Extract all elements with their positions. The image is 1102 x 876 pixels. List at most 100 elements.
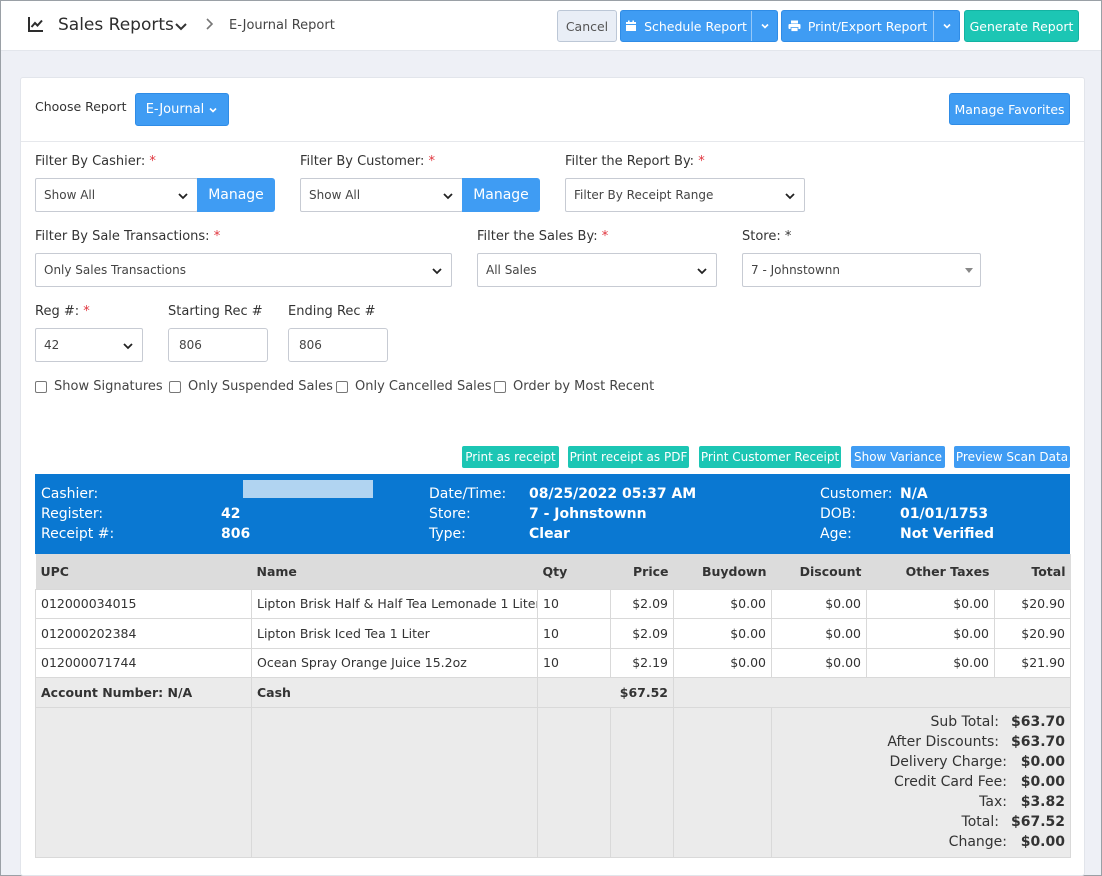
customer-select-value: Show All xyxy=(309,188,361,202)
column-header: Price xyxy=(610,554,674,589)
order-most-recent-checkbox[interactable]: Order by Most Recent xyxy=(494,379,654,394)
cashier-filter-label: Filter By Cashier: * xyxy=(35,154,156,169)
empty-cell xyxy=(35,706,252,858)
age-value: Not Verified xyxy=(900,526,995,542)
print-export-dropdown-toggle[interactable] xyxy=(933,11,959,41)
chevron-down-icon xyxy=(785,193,795,200)
buydown-cell: $0.00 xyxy=(673,618,772,649)
column-header: Qty xyxy=(537,554,611,589)
sales-by-text: Filter the Sales By: xyxy=(477,229,598,244)
report-by-value: Filter By Receipt Range xyxy=(574,188,714,202)
schedule-dropdown-toggle[interactable] xyxy=(751,11,777,41)
empty-cell xyxy=(537,706,611,858)
manage-cashier-button[interactable]: Manage xyxy=(197,178,275,212)
name-cell: Ocean Spray Orange Juice 15.2oz xyxy=(251,647,538,678)
buydown-cell: $0.00 xyxy=(673,588,772,619)
dob-label: DOB: xyxy=(820,506,857,522)
sale-transactions-select[interactable]: Only Sales Transactions xyxy=(35,253,452,287)
required-mark: * xyxy=(213,229,221,244)
empty-cell xyxy=(673,677,1071,708)
cashier-select[interactable]: Show All xyxy=(35,178,198,212)
preview-scan-data-button[interactable]: Preview Scan Data xyxy=(954,446,1070,468)
upc-cell: 012000071744 xyxy=(35,647,252,678)
chevron-down-icon[interactable] xyxy=(173,18,189,34)
printer-icon xyxy=(788,20,801,32)
choose-report-label: Choose Report xyxy=(35,99,127,114)
generate-report-button[interactable]: Generate Report xyxy=(964,10,1079,42)
store-select-value: 7 - Johnstownn xyxy=(751,263,841,277)
register-label: Register: xyxy=(41,506,104,522)
type-value: Clear xyxy=(529,526,570,542)
receipt-number-value: 806 xyxy=(221,526,251,542)
print-as-receipt-button[interactable]: Print as receipt xyxy=(462,446,559,468)
preview-scan-data-label: Preview Scan Data xyxy=(955,450,1069,464)
chevron-down-icon xyxy=(443,193,453,200)
schedule-report-button[interactable]: Schedule Report xyxy=(620,10,778,42)
show-signatures-checkbox[interactable]: Show Signatures xyxy=(35,379,163,394)
checkbox-box[interactable] xyxy=(336,380,348,393)
report-by-select[interactable]: Filter By Receipt Range xyxy=(565,178,805,212)
price-cell: $2.19 xyxy=(610,647,674,678)
print-export-label: Print/Export Report xyxy=(807,18,928,34)
only-cancelled-checkbox[interactable]: Only Cancelled Sales xyxy=(336,379,492,394)
total-value: $67.52 xyxy=(1010,813,1065,830)
total-value: $0.00 xyxy=(1020,773,1065,790)
other-taxes-cell: $0.00 xyxy=(866,647,995,678)
type-label: Type: xyxy=(429,526,466,542)
store-header-value: 7 - Johnstownn xyxy=(529,506,647,522)
table-header-row: UPC Name Qty Price Buydown Discount Othe… xyxy=(35,554,1071,589)
report-select-button[interactable]: E-Journal xyxy=(135,93,229,126)
print-customer-receipt-button[interactable]: Print Customer Receipt xyxy=(699,446,841,468)
generate-report-label: Generate Report xyxy=(969,18,1074,34)
reg-label: Reg #: * xyxy=(35,304,90,319)
top-bar: Sales Reports E-Journal Report Cancel Sc… xyxy=(1,1,1101,51)
ending-rec-input[interactable]: 806 xyxy=(288,328,388,362)
only-suspended-checkbox[interactable]: Only Suspended Sales xyxy=(169,379,333,394)
upc-cell: 012000202384 xyxy=(35,618,252,649)
total-value: $0.00 xyxy=(1020,833,1065,850)
checkbox-box[interactable] xyxy=(494,380,506,393)
qty-cell: 10 xyxy=(537,588,611,619)
starting-rec-label: Starting Rec # xyxy=(168,304,263,319)
register-select[interactable]: 42 xyxy=(35,328,143,362)
checkbox-box[interactable] xyxy=(35,380,47,393)
customer-select[interactable]: Show All xyxy=(300,178,463,212)
store-select[interactable]: 7 - Johnstownn xyxy=(742,253,981,287)
after-discounts-line: After Discounts: $63.70 xyxy=(777,732,1065,752)
other-taxes-cell: $0.00 xyxy=(866,588,995,619)
chevron-down-icon xyxy=(178,193,188,200)
print-export-button[interactable]: Print/Export Report xyxy=(781,10,960,42)
report-select-label: E-Journal xyxy=(145,102,205,117)
cashier-select-value: Show All xyxy=(44,188,96,202)
discount-cell: $0.00 xyxy=(771,618,867,649)
qty-cell: 10 xyxy=(537,618,611,649)
total-value: $63.70 xyxy=(1010,733,1065,750)
register-select-value: 42 xyxy=(44,338,60,352)
column-header: UPC xyxy=(35,554,252,589)
column-header: Buydown xyxy=(673,554,772,589)
print-receipt-pdf-button[interactable]: Print receipt as PDF xyxy=(568,446,689,468)
show-variance-button[interactable]: Show Variance xyxy=(851,446,945,468)
name-cell: Lipton Brisk Iced Tea 1 Liter xyxy=(251,618,538,649)
chevron-down-icon xyxy=(432,268,442,275)
manage-customer-button[interactable]: Manage xyxy=(462,178,540,212)
discount-cell: $0.00 xyxy=(771,647,867,678)
totals-summary: Sub Total: $63.70 After Discounts: $63.70 … xyxy=(777,708,1065,852)
starting-rec-value: 806 xyxy=(179,338,202,352)
starting-rec-input[interactable]: 806 xyxy=(168,328,268,362)
chevron-down-icon xyxy=(123,343,133,350)
sale-transactions-value: Only Sales Transactions xyxy=(44,263,186,277)
total-value: $63.70 xyxy=(1010,713,1065,730)
customer-value: N/A xyxy=(900,486,928,502)
total-label: Sub Total: xyxy=(930,713,999,730)
dob-value: 01/01/1753 xyxy=(900,506,989,522)
sales-by-select[interactable]: All Sales xyxy=(477,253,717,287)
ending-rec-value: 806 xyxy=(299,338,322,352)
total-label: Change: xyxy=(948,833,1007,850)
manage-favorites-label: Manage Favorites xyxy=(954,101,1065,117)
checkbox-box[interactable] xyxy=(169,380,181,393)
manage-favorites-button[interactable]: Manage Favorites xyxy=(949,93,1070,125)
cancel-button[interactable]: Cancel xyxy=(557,10,617,42)
table-row: 012000034015 Lipton Brisk Half & Half Te… xyxy=(35,588,1071,619)
cancel-label: Cancel xyxy=(565,18,609,34)
